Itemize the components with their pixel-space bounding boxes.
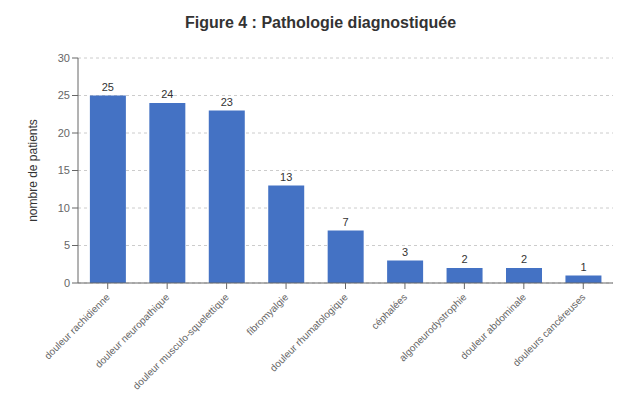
svg-text:30: 30 bbox=[58, 52, 70, 64]
svg-text:5: 5 bbox=[64, 239, 70, 251]
svg-text:douleur rhumatologique: douleur rhumatologique bbox=[268, 291, 350, 373]
svg-text:1: 1 bbox=[580, 261, 586, 273]
svg-text:15: 15 bbox=[58, 164, 70, 176]
svg-text:25: 25 bbox=[102, 81, 114, 93]
svg-text:7: 7 bbox=[343, 216, 349, 228]
svg-text:douleurs cancéreuses: douleurs cancéreuses bbox=[511, 291, 588, 368]
svg-text:25: 25 bbox=[58, 89, 70, 101]
svg-text:algoneurodystrophie: algoneurodystrophie bbox=[396, 291, 469, 364]
svg-text:douleur rachidienne: douleur rachidienne bbox=[42, 291, 112, 361]
html-text:Figure 4 : Pathologie diagnost: Figure 4 : Pathologie diagnostiquée bbox=[184, 14, 457, 31]
svg-text:fibromyalgie: fibromyalgie bbox=[244, 291, 290, 337]
svg-text:2: 2 bbox=[521, 253, 527, 265]
svg-text:2: 2 bbox=[461, 253, 467, 265]
svg-text:23: 23 bbox=[221, 96, 233, 108]
svg-text:nombre de patients: nombre de patients bbox=[26, 119, 40, 222]
svg-text:céphalées: céphalées bbox=[369, 291, 409, 331]
svg-text:3: 3 bbox=[402, 246, 408, 258]
svg-text:10: 10 bbox=[58, 202, 70, 214]
svg-text:douleur neuropathique: douleur neuropathique bbox=[92, 291, 172, 370]
svg-text:douleur abdominale: douleur abdominale bbox=[458, 291, 528, 361]
svg-text:20: 20 bbox=[58, 127, 70, 139]
svg-text:0: 0 bbox=[64, 277, 70, 289]
svg-text:douleur musculo-squelettique: douleur musculo-squelettique bbox=[131, 291, 231, 391]
svg-text:24: 24 bbox=[161, 88, 173, 100]
svg-text:13: 13 bbox=[280, 171, 292, 183]
